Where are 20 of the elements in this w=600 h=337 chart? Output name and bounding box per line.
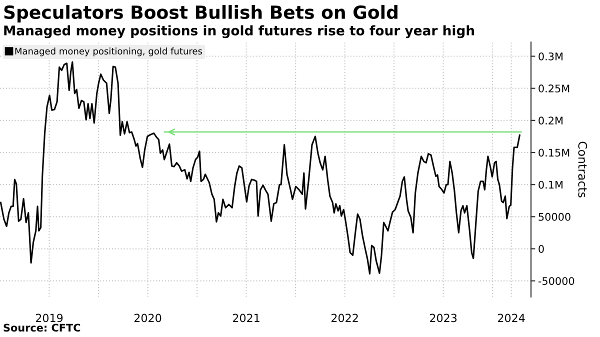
y-tick-label: 0.3M [538,52,562,60]
x-tick-label: 2023 [430,314,457,322]
legend-label: Managed money positioning, gold futures [15,48,202,56]
y-tick-label: 0.15M [538,148,570,157]
y-tick-label: 0.1M [538,180,562,189]
chart-title: Speculators Boost Bullish Bets on Gold [4,5,398,23]
x-tick-label: 2019 [36,314,63,322]
x-tick-label: 2022 [331,314,358,322]
y-axis-title: Contracts [578,142,588,198]
chart-subtitle: Managed money positions in gold futures rise to four year high [4,25,474,38]
y-tick-label: 50000 [538,212,570,221]
y-tick-label: -50000 [538,277,574,285]
x-tick-label: 2021 [232,314,260,322]
y-tick-label: 0.2M [538,116,562,125]
source-note: Source: CFTC [4,324,80,332]
x-tick-label: 2024 [498,314,525,322]
y-tick-label: 0 [538,244,544,253]
line-series [0,61,520,275]
x-tick-label: 2020 [134,314,162,322]
y-tick-label: 0.25M [538,84,570,92]
